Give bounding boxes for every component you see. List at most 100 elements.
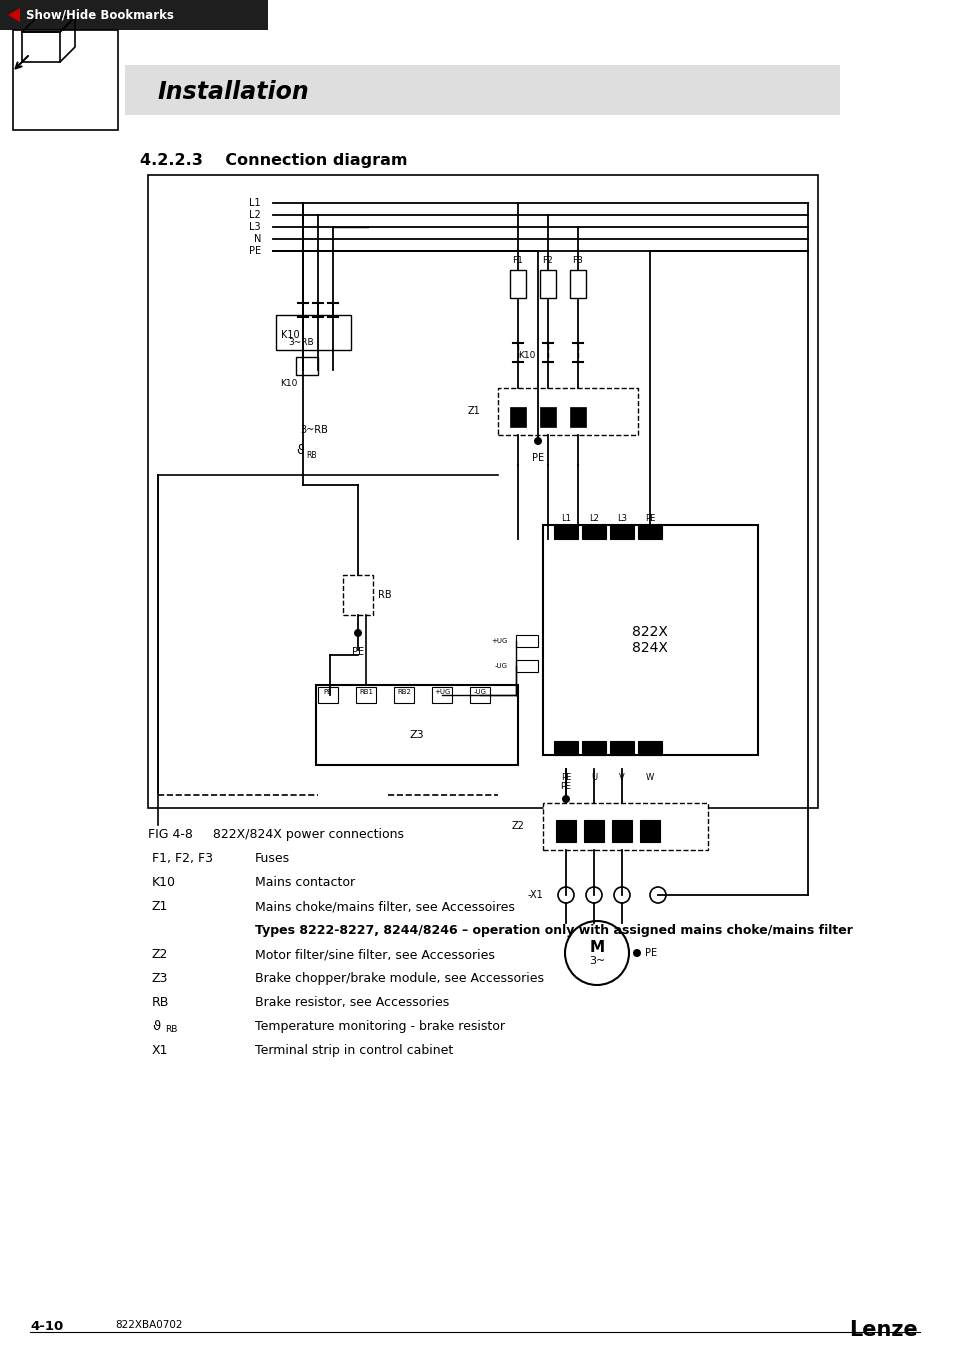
Text: Installation: Installation — [158, 80, 310, 104]
Text: 3~RB: 3~RB — [299, 426, 328, 435]
Text: L3: L3 — [617, 513, 626, 523]
Text: K10: K10 — [152, 875, 175, 889]
Text: ϑ: ϑ — [152, 1020, 160, 1034]
Bar — [394, 688, 414, 703]
Text: L1: L1 — [249, 199, 261, 208]
Text: Fuses: Fuses — [254, 852, 290, 865]
Bar — [125, 65, 840, 115]
Bar — [542, 526, 758, 755]
Bar — [275, 315, 351, 350]
Circle shape — [534, 436, 541, 444]
Bar — [542, 802, 707, 850]
Bar — [539, 270, 556, 299]
Bar — [148, 176, 817, 808]
Text: PE: PE — [644, 513, 655, 523]
Text: 4.2.2.3    Connection diagram: 4.2.2.3 Connection diagram — [140, 153, 407, 168]
Text: +UG: +UG — [491, 638, 507, 644]
Text: -UG: -UG — [473, 689, 486, 694]
Text: K10: K10 — [517, 350, 535, 359]
Text: PE: PE — [644, 948, 657, 958]
Text: U: U — [590, 773, 597, 782]
Text: Brake resistor, see Accessories: Brake resistor, see Accessories — [254, 996, 449, 1009]
Text: L2: L2 — [249, 209, 261, 220]
Text: Z3: Z3 — [152, 971, 168, 985]
Bar — [470, 688, 490, 703]
Text: PE: PE — [352, 647, 364, 657]
Text: 822XBA0702: 822XBA0702 — [115, 1320, 182, 1329]
Text: Z1: Z1 — [467, 407, 479, 416]
Bar — [609, 740, 634, 755]
Bar — [497, 388, 638, 435]
Text: Z2: Z2 — [512, 821, 524, 831]
Circle shape — [585, 888, 601, 902]
Bar — [13, 30, 118, 130]
Circle shape — [561, 794, 569, 802]
Bar — [539, 407, 556, 427]
Text: Z2: Z2 — [152, 948, 168, 961]
Text: L2: L2 — [588, 513, 598, 523]
Text: -X1: -X1 — [527, 890, 542, 900]
Bar — [639, 820, 659, 842]
Bar — [554, 526, 578, 539]
Text: PE: PE — [560, 782, 571, 790]
Text: -UG: -UG — [495, 663, 507, 669]
Bar — [355, 688, 375, 703]
Text: 822X
824X: 822X 824X — [632, 626, 667, 655]
Bar — [343, 576, 373, 615]
Text: V: V — [618, 773, 624, 782]
Text: FIG 4-8     822X/824X power connections: FIG 4-8 822X/824X power connections — [148, 828, 403, 842]
Text: W: W — [645, 773, 654, 782]
Text: N: N — [253, 234, 261, 245]
Text: PE: PE — [249, 246, 261, 255]
Bar — [581, 526, 605, 539]
Bar — [569, 270, 585, 299]
Text: Z1: Z1 — [152, 900, 168, 913]
Text: K10: K10 — [280, 380, 297, 389]
Text: X1: X1 — [152, 1044, 169, 1056]
Text: RB2: RB2 — [396, 689, 411, 694]
Bar — [516, 635, 537, 647]
Bar — [556, 820, 576, 842]
Text: L1: L1 — [560, 513, 570, 523]
Text: 4-10: 4-10 — [30, 1320, 63, 1333]
Text: PE: PE — [323, 689, 332, 694]
Text: PE: PE — [532, 453, 543, 463]
Bar — [609, 526, 634, 539]
Circle shape — [633, 948, 640, 957]
Text: RB: RB — [306, 450, 316, 459]
Bar — [554, 740, 578, 755]
Text: Mains contactor: Mains contactor — [254, 875, 355, 889]
Text: +UG: +UG — [434, 689, 450, 694]
Bar — [510, 270, 525, 299]
Polygon shape — [8, 8, 20, 22]
Text: Temperature monitoring - brake resistor: Temperature monitoring - brake resistor — [254, 1020, 504, 1034]
Bar — [510, 407, 525, 427]
Text: RB: RB — [152, 996, 170, 1009]
Text: F3: F3 — [572, 255, 583, 265]
Circle shape — [564, 921, 628, 985]
Bar — [295, 357, 317, 376]
Text: ϑ: ϑ — [295, 443, 303, 457]
Text: M: M — [589, 940, 604, 955]
Text: Lenze: Lenze — [848, 1320, 917, 1340]
Text: L3: L3 — [249, 222, 261, 232]
Circle shape — [614, 888, 629, 902]
Text: F1: F1 — [512, 255, 523, 265]
Text: RB: RB — [377, 590, 392, 600]
Text: 3~: 3~ — [588, 957, 604, 966]
Text: Motor filter/sine filter, see Accessories: Motor filter/sine filter, see Accessorie… — [254, 948, 495, 961]
Text: RB: RB — [165, 1025, 177, 1034]
Circle shape — [558, 888, 574, 902]
Text: Mains choke/mains filter, see Accessoires: Mains choke/mains filter, see Accessoire… — [254, 900, 515, 913]
Text: Brake chopper/brake module, see Accessories: Brake chopper/brake module, see Accessor… — [254, 971, 543, 985]
Text: RB1: RB1 — [358, 689, 373, 694]
Bar — [638, 740, 661, 755]
Text: Z3: Z3 — [409, 730, 424, 740]
Text: Terminal strip in control cabinet: Terminal strip in control cabinet — [254, 1044, 453, 1056]
Bar — [516, 661, 537, 671]
Circle shape — [649, 888, 665, 902]
Bar — [583, 820, 603, 842]
Text: Show/Hide Bookmarks: Show/Hide Bookmarks — [26, 8, 173, 22]
Text: F1, F2, F3: F1, F2, F3 — [152, 852, 213, 865]
Bar — [317, 688, 337, 703]
